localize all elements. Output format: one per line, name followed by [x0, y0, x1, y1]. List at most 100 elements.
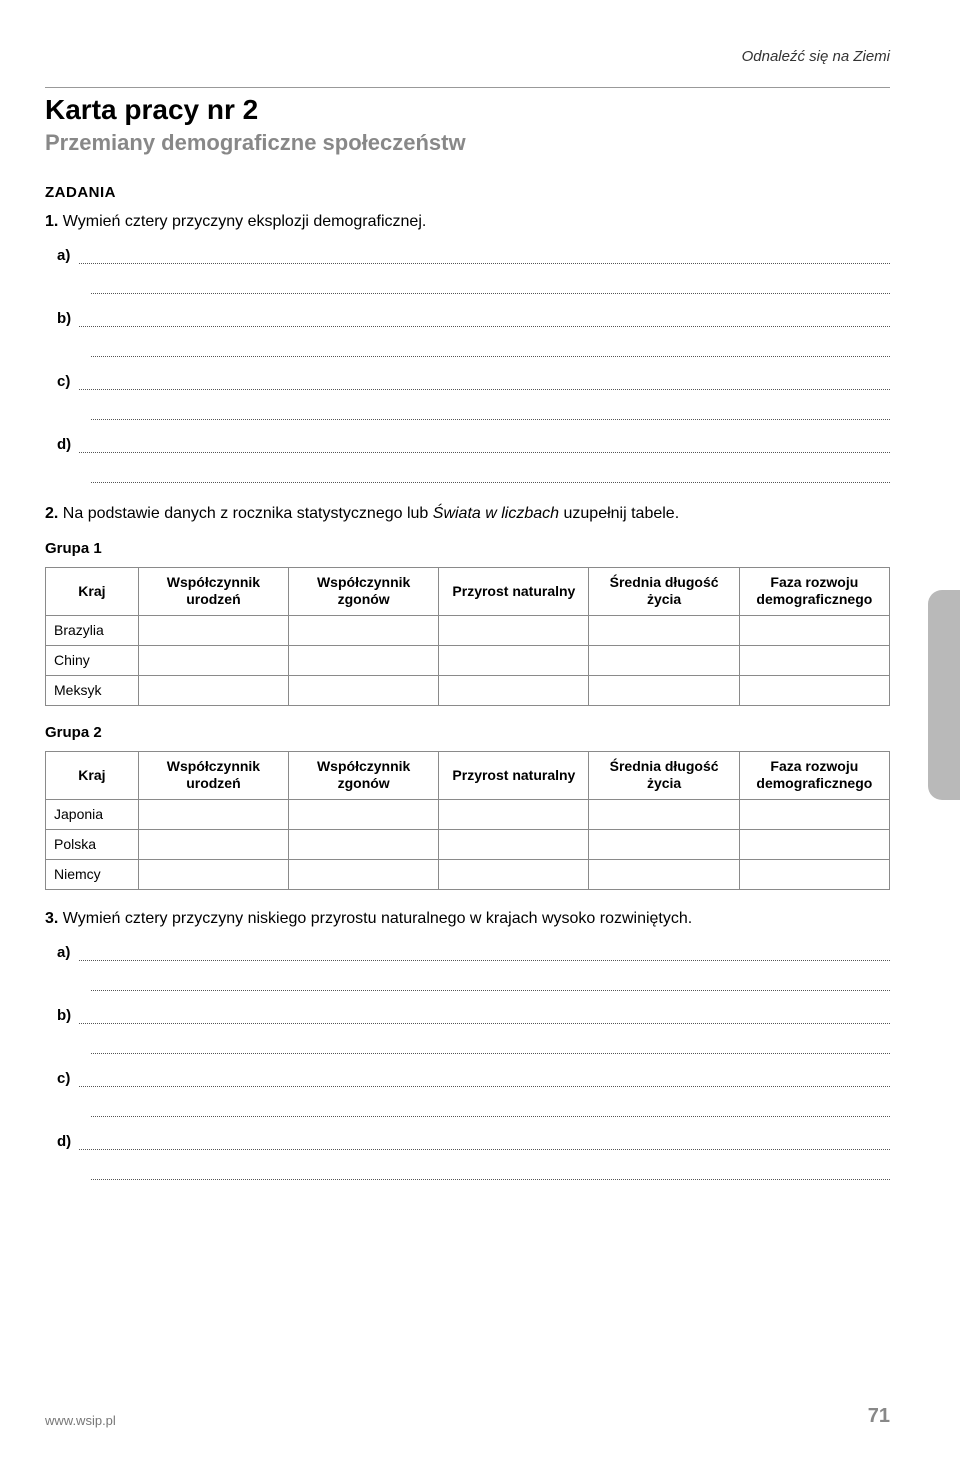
table-row: Niemcy — [46, 859, 890, 889]
task-1-text: Wymień cztery przyczyny eksplozji demogr… — [63, 213, 427, 230]
cell[interactable] — [439, 615, 589, 645]
blank-row-3a: a) — [45, 944, 890, 961]
row-country: Japonia — [46, 799, 139, 829]
blank-line[interactable] — [79, 376, 890, 390]
blank-row-1d: d) — [45, 436, 890, 453]
cell[interactable] — [289, 675, 439, 705]
cell[interactable] — [739, 829, 889, 859]
cell[interactable] — [589, 799, 739, 829]
cell[interactable] — [589, 859, 739, 889]
table-row: Polska — [46, 829, 890, 859]
blank-label-a: a) — [45, 247, 79, 264]
blank-line[interactable] — [91, 469, 890, 483]
worksheet-title: Karta pracy nr 2 — [45, 94, 890, 126]
task-1-number: 1. — [45, 213, 58, 230]
blank-line[interactable] — [91, 1103, 890, 1117]
cell[interactable] — [439, 799, 589, 829]
task-2-text-before: Na podstawie danych z rocznika statystyc… — [63, 505, 433, 522]
th-dlugosc: Średnia długość życia — [589, 751, 739, 799]
blank-line[interactable] — [91, 406, 890, 420]
blank-line[interactable] — [79, 250, 890, 264]
table-group-2: Kraj Współczynnik urodzeń Współczynnik z… — [45, 751, 890, 890]
cell[interactable] — [739, 615, 889, 645]
cell[interactable] — [289, 645, 439, 675]
task-1: 1. Wymień cztery przyczyny eksplozji dem… — [45, 211, 890, 233]
cell[interactable] — [739, 675, 889, 705]
task-1-blanks: a) b) c) d) — [45, 247, 890, 483]
cell[interactable] — [138, 829, 288, 859]
blank-row-3c-cont — [91, 1103, 890, 1117]
blank-label-c: c) — [45, 373, 79, 390]
blank-line[interactable] — [91, 1166, 890, 1180]
blank-line[interactable] — [91, 1040, 890, 1054]
blank-line[interactable] — [91, 343, 890, 357]
cell[interactable] — [138, 859, 288, 889]
cell[interactable] — [439, 645, 589, 675]
task-2: 2. Na podstawie danych z rocznika statys… — [45, 503, 890, 525]
blank-row-3a-cont — [91, 977, 890, 991]
cell[interactable] — [138, 675, 288, 705]
cell[interactable] — [589, 829, 739, 859]
blank-line[interactable] — [79, 439, 890, 453]
blank-line[interactable] — [91, 280, 890, 294]
task-2-italic: Świata w liczbach — [433, 505, 559, 522]
table-header-row: Kraj Współczynnik urodzeń Współczynnik z… — [46, 567, 890, 615]
page-footer: www.wsip.pl 71 — [45, 1405, 890, 1428]
blank-line[interactable] — [79, 1136, 890, 1150]
section-label-zadania: ZADANIA — [45, 184, 890, 201]
blank-line[interactable] — [79, 1073, 890, 1087]
th-faza: Faza rozwoju demograficznego — [739, 751, 889, 799]
table-row: Chiny — [46, 645, 890, 675]
cell[interactable] — [739, 799, 889, 829]
blank-label-b: b) — [45, 310, 79, 327]
blank-label-b: b) — [45, 1007, 79, 1024]
cell[interactable] — [589, 615, 739, 645]
th-urodzen: Współczynnik urodzeń — [138, 567, 288, 615]
blank-line[interactable] — [91, 977, 890, 991]
cell[interactable] — [289, 859, 439, 889]
table-row: Japonia — [46, 799, 890, 829]
blank-row-1c: c) — [45, 373, 890, 390]
blank-line[interactable] — [79, 1010, 890, 1024]
blank-line[interactable] — [79, 947, 890, 961]
th-dlugosc: Średnia długość życia — [589, 567, 739, 615]
footer-url: www.wsip.pl — [45, 1413, 116, 1428]
worksheet-subtitle: Przemiany demograficzne społeczeństw — [45, 130, 890, 156]
blank-row-1b-cont — [91, 343, 890, 357]
cell[interactable] — [289, 799, 439, 829]
cell[interactable] — [739, 859, 889, 889]
blank-row-1a-cont — [91, 280, 890, 294]
cell[interactable] — [439, 675, 589, 705]
cell[interactable] — [289, 615, 439, 645]
th-przyrost: Przyrost naturalny — [439, 567, 589, 615]
table-row: Brazylia — [46, 615, 890, 645]
row-country: Chiny — [46, 645, 139, 675]
group-1-label: Grupa 1 — [45, 540, 890, 557]
row-country: Meksyk — [46, 675, 139, 705]
blank-row-3d-cont — [91, 1166, 890, 1180]
cell[interactable] — [589, 645, 739, 675]
blank-line[interactable] — [79, 313, 890, 327]
task-2-text-after: uzupełnij tabele. — [559, 505, 679, 522]
cell[interactable] — [439, 859, 589, 889]
th-przyrost: Przyrost naturalny — [439, 751, 589, 799]
cell[interactable] — [138, 799, 288, 829]
cell[interactable] — [739, 645, 889, 675]
page-number: 71 — [868, 1405, 890, 1428]
blank-label-c: c) — [45, 1070, 79, 1087]
side-tab — [928, 590, 960, 800]
th-zgonow: Współczynnik zgonów — [289, 751, 439, 799]
group-2-label: Grupa 2 — [45, 724, 890, 741]
cell[interactable] — [589, 675, 739, 705]
cell[interactable] — [138, 645, 288, 675]
th-zgonow: Współczynnik zgonów — [289, 567, 439, 615]
cell[interactable] — [138, 615, 288, 645]
task-3-text: Wymień cztery przyczyny niskiego przyros… — [63, 910, 692, 927]
page: Odnaleźć się na Ziemi Karta pracy nr 2 P… — [0, 0, 960, 1462]
cell[interactable] — [289, 829, 439, 859]
running-head: Odnaleźć się na Ziemi — [45, 48, 890, 65]
cell[interactable] — [439, 829, 589, 859]
table-header-row: Kraj Współczynnik urodzeń Współczynnik z… — [46, 751, 890, 799]
task-3-blanks: a) b) c) d) — [45, 944, 890, 1180]
table-group-1: Kraj Współczynnik urodzeń Współczynnik z… — [45, 567, 890, 706]
